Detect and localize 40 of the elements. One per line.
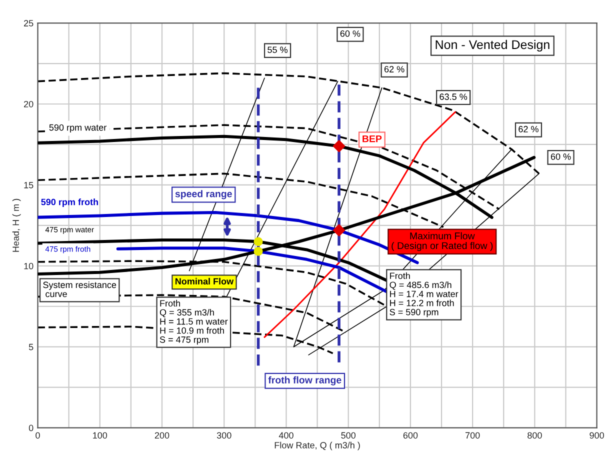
y-tick-label: 15 [24, 182, 34, 188]
x-tick-label: 300 [216, 432, 232, 439]
point [254, 246, 263, 256]
annotation: Non - Vented Design [436, 40, 550, 52]
point [254, 237, 263, 246]
annotation: BEP [362, 135, 382, 142]
annotation: 60 % [340, 30, 360, 37]
y-tick-label: 0 [28, 424, 34, 432]
x-tick-label: 0 [36, 432, 40, 439]
annotation: 62 % [518, 126, 538, 132]
y-axis-title: Head, H ( m ) [12, 198, 21, 252]
annotation: 590 rpm water [49, 124, 106, 132]
annotation: Maximum Flow ( Design or Rated flow ) [392, 232, 493, 252]
annotation: 60 % [550, 153, 571, 160]
x-tick-label: 200 [154, 432, 170, 439]
y-tick-label: 10 [24, 262, 34, 270]
annotation: 55 % [268, 46, 288, 53]
annotation: 62 % [384, 66, 404, 72]
annotation: froth flow range [268, 376, 342, 386]
x-axis-title: Flow Rate, Q ( m3/h ) [274, 442, 360, 450]
annotation: 63.5 % [440, 94, 468, 100]
line-series [116, 246, 388, 294]
point [332, 224, 346, 236]
annotation: System resistance curve [43, 281, 116, 298]
x-tick-label: 100 [93, 432, 108, 439]
annotation: Nominal Flow [176, 278, 234, 285]
annotation: Froth Q = 355 m3/h H = 11.5 m water H = 10.9 m froth S = 475 rpm [160, 300, 228, 345]
x-tick-label: 700 [466, 432, 480, 439]
x-tick-label: 800 [528, 432, 542, 439]
point [332, 140, 346, 152]
x-tick-label: 400 [278, 432, 294, 439]
x-tick-label: 600 [403, 432, 418, 439]
annotation: 590 rpm froth [41, 198, 98, 207]
y-tick-label: 25 [24, 20, 34, 26]
annotation: Froth Q = 485.6 m3/h H = 17.4 m water H = 12.2 m froth S = 590 rpm [390, 272, 458, 318]
annotation: speed range [175, 190, 232, 200]
y-tick-label: 5 [28, 344, 34, 350]
x-tick-label: 900 [590, 432, 604, 439]
y-tick-label: 20 [24, 100, 34, 108]
x-tick-label: 500 [341, 432, 356, 439]
